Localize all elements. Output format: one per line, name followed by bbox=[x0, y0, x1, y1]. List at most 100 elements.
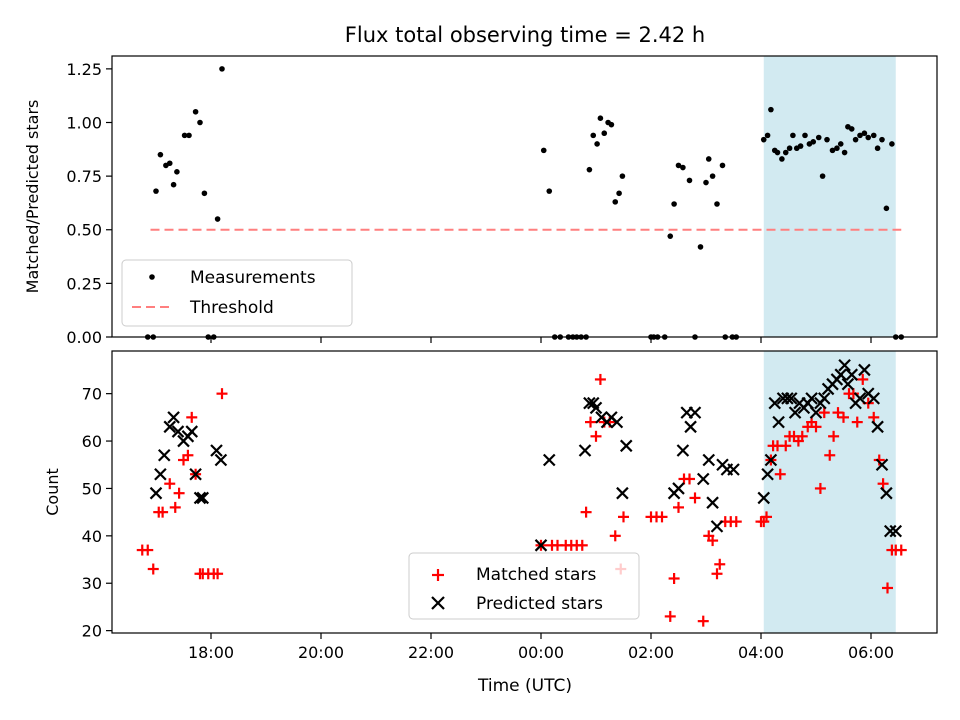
chart-title: Flux total observing time = 2.42 h bbox=[345, 23, 705, 47]
predicted-star-stroke-b bbox=[586, 396, 600, 410]
measurement-point bbox=[214, 216, 221, 222]
x-tick-label: 00:00 bbox=[518, 643, 564, 662]
predicted-star-stroke-b bbox=[189, 467, 202, 481]
predicted-star-point bbox=[838, 358, 851, 372]
matched-star-point bbox=[814, 482, 826, 494]
predicted-star-point bbox=[696, 472, 710, 486]
predicted-star-stroke-b bbox=[196, 491, 210, 505]
predicted-star-stroke-b bbox=[167, 411, 180, 424]
measurement-point bbox=[586, 166, 593, 173]
predicted-star-point bbox=[875, 458, 889, 472]
measurement-point bbox=[170, 181, 177, 188]
top-y-tick-label: 0.75 bbox=[66, 167, 102, 186]
predicted-star-point bbox=[171, 425, 185, 438]
predicted-star-point bbox=[880, 486, 893, 500]
matched-star-point bbox=[895, 544, 907, 556]
x-tick-label: 06:00 bbox=[848, 643, 894, 662]
bottom-y-tick-label: 60 bbox=[82, 432, 102, 451]
bottom-y-tick-label: 40 bbox=[82, 527, 102, 546]
measurement-point bbox=[540, 147, 547, 154]
top-y-axis-label: Matched/Predicted stars bbox=[23, 100, 42, 294]
matched-star-point bbox=[186, 411, 198, 423]
matched-star-point bbox=[818, 407, 830, 419]
x-tick-label: 02:00 bbox=[628, 643, 674, 662]
measurement-point bbox=[601, 130, 608, 137]
measurement-point bbox=[810, 139, 817, 145]
matched-star-point bbox=[182, 449, 194, 461]
x-axis-label: Time (UTC) bbox=[477, 676, 572, 696]
predicted-star-stroke-b bbox=[149, 486, 163, 500]
predicted-star-stroke-b bbox=[867, 392, 881, 405]
matched-star-point bbox=[730, 516, 742, 528]
predicted-star-stroke-b bbox=[710, 520, 724, 533]
matched-star-point bbox=[877, 478, 889, 490]
matched-star-point bbox=[824, 449, 836, 461]
measurement-point bbox=[719, 162, 726, 169]
matched-star-point bbox=[851, 416, 863, 428]
top-highlight-band bbox=[763, 56, 896, 337]
measurement-point bbox=[768, 106, 774, 113]
bottom-axes-frame bbox=[111, 350, 938, 634]
legend-matched-marker bbox=[432, 569, 444, 581]
measurement-point bbox=[848, 126, 855, 132]
measurement-point bbox=[192, 108, 199, 115]
bottom-x-ticks: 18:00 20:00 22:00 00:00 02:00 04:00 06:00 bbox=[188, 633, 894, 662]
measurement-point bbox=[680, 164, 686, 171]
matched-star-point bbox=[609, 530, 621, 542]
predicted-stars-points bbox=[149, 358, 903, 552]
measurement-point bbox=[874, 145, 881, 152]
measurement-point bbox=[166, 160, 173, 167]
matched-star-point bbox=[157, 506, 169, 518]
predicted-star-stroke-b bbox=[619, 439, 633, 453]
predicted-star-stroke-b bbox=[171, 425, 185, 438]
measurement-point bbox=[612, 199, 619, 205]
predicted-star-stroke-b bbox=[817, 392, 831, 405]
predicted-star-stroke-b bbox=[163, 420, 177, 434]
measurement-point bbox=[764, 132, 771, 139]
predicted-star-stroke-b bbox=[696, 472, 710, 486]
matched-star-point bbox=[212, 568, 224, 580]
predicted-star-stroke-b bbox=[834, 368, 848, 381]
matched-star-point bbox=[668, 572, 680, 584]
matched-star-point bbox=[173, 487, 185, 499]
measurement-point bbox=[879, 136, 885, 143]
predicted-star-point bbox=[867, 392, 881, 405]
predicted-star-point bbox=[578, 444, 592, 457]
predicted-star-stroke-b bbox=[764, 453, 778, 467]
measurement-point bbox=[760, 136, 767, 143]
predicted-star-stroke-b bbox=[589, 401, 603, 415]
matched-star-point bbox=[847, 388, 859, 400]
measurement-point bbox=[774, 149, 781, 156]
matched-stars-points bbox=[136, 373, 907, 627]
measurement-point bbox=[590, 132, 597, 139]
predicted-star-stroke-b bbox=[858, 363, 871, 377]
measurement-point bbox=[815, 134, 822, 141]
predicted-star-stroke-b bbox=[788, 406, 802, 419]
measurement-point bbox=[824, 136, 830, 143]
predicted-star-point bbox=[589, 401, 603, 415]
predicted-star-point bbox=[883, 524, 897, 538]
predicted-star-point bbox=[189, 467, 202, 481]
matched-star-point bbox=[761, 511, 772, 523]
bottom-legend: Matched stars Predicted stars bbox=[408, 552, 640, 620]
predicted-star-point bbox=[542, 453, 556, 467]
predicted-star-point bbox=[841, 377, 855, 391]
measurement-point bbox=[157, 151, 164, 158]
matched-star-point bbox=[594, 373, 606, 385]
predicted-star-point bbox=[193, 491, 207, 505]
predicted-star-point bbox=[154, 467, 167, 481]
predicted-star-point bbox=[610, 415, 624, 429]
predicted-star-point bbox=[772, 415, 785, 429]
predicted-star-stroke-b bbox=[688, 406, 702, 419]
measurement-point bbox=[802, 132, 808, 139]
predicted-star-stroke-b bbox=[727, 463, 740, 476]
predicted-star-point bbox=[196, 491, 210, 505]
measurement-point bbox=[619, 173, 626, 179]
bottom-panel: 20 30 40 50 60 70 18:00 20:00 22:00 00:00 02:00 04… bbox=[43, 350, 938, 696]
legend-measurements-marker bbox=[149, 274, 155, 280]
predicted-star-stroke-b bbox=[875, 458, 889, 472]
x-tick-label: 20:00 bbox=[298, 643, 344, 662]
bottom-y-tick-label: 30 bbox=[82, 574, 102, 593]
measurement-point bbox=[186, 132, 192, 139]
